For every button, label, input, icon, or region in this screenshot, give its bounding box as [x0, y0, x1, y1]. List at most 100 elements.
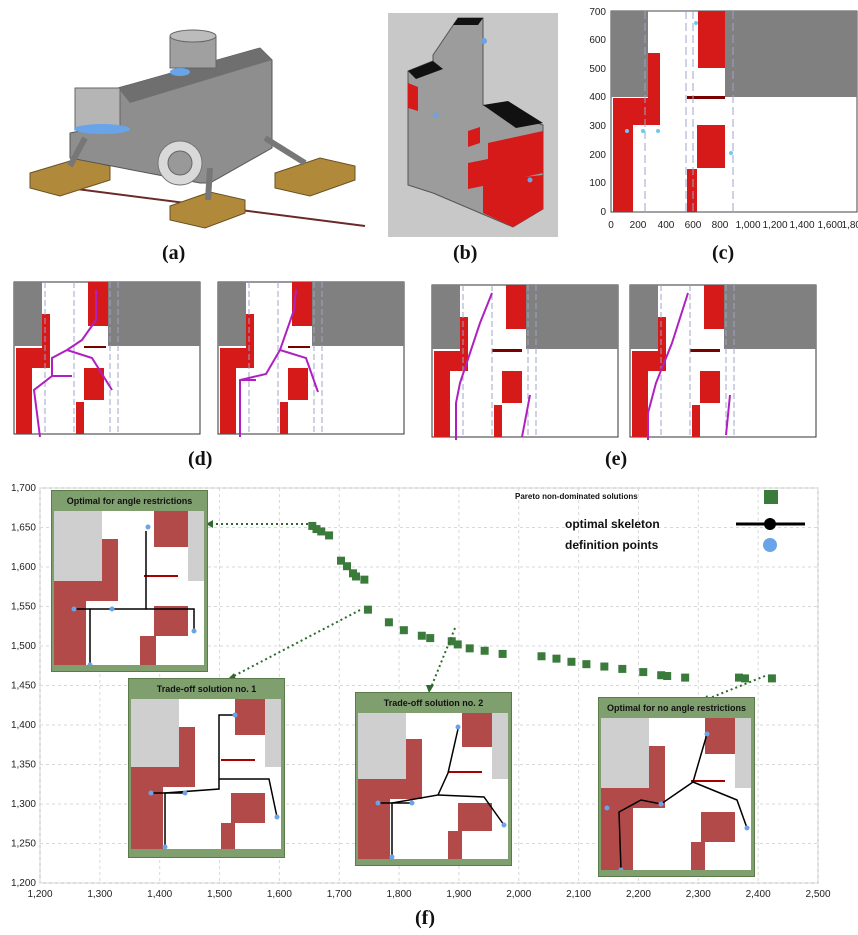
pareto-point [308, 521, 317, 530]
caption-a: (a) [162, 242, 186, 264]
panel-c-ytick: 200 [589, 150, 606, 161]
x-tick-label: 2,500 [805, 889, 830, 900]
inset-no-angle-restrictions: Optimal for no angle restrictions [598, 697, 755, 877]
y-tick-label: 1,300 [11, 799, 36, 810]
panel-c-ytick: 700 [589, 7, 606, 18]
legend-skeleton-label: optimal skeleton [565, 517, 660, 531]
pareto-point [618, 664, 627, 673]
x-tick-label: 1,500 [207, 889, 232, 900]
panel-c-xtick: 400 [658, 220, 675, 231]
pareto-point [317, 527, 326, 536]
pareto-point [325, 531, 334, 540]
pareto-point [343, 562, 352, 571]
x-tick-label: 1,200 [27, 889, 52, 900]
panel-e-layout-2 [629, 284, 817, 440]
pareto-point [498, 649, 507, 658]
x-tick-label: 2,100 [566, 889, 591, 900]
pareto-point [552, 654, 561, 663]
x-tick-label: 1,600 [267, 889, 292, 900]
panel-c-xtick: 600 [685, 220, 702, 231]
panel-c-xtick: 0 [608, 220, 614, 231]
legend-points-label: definition points [565, 538, 659, 552]
y-axis-ticks: 1,200 1,250 1,300 1,350 1,400 1,450 1,500 1,550… [11, 483, 36, 889]
panel-c-xtick: 1,600 [817, 220, 842, 231]
pareto-point [740, 674, 749, 683]
panel-a-3d-model [29, 29, 366, 229]
inset-tradeoff2-title: Trade-off solution no. 2 [356, 693, 511, 713]
pareto-point [663, 672, 672, 681]
panel-c-xtick: 1,800 [841, 220, 858, 231]
panel-c-xtick: 1,000 [735, 220, 760, 231]
legend-pareto-marker [764, 490, 778, 504]
y-tick-label: 1,200 [11, 878, 36, 889]
inset-tradeoff1-layout [131, 699, 281, 849]
panel-c-xtick: 1,200 [762, 220, 787, 231]
inset-angle-title: Optimal for angle restrictions [52, 491, 207, 511]
x-tick-label: 2,300 [686, 889, 711, 900]
caption-f: (f) [415, 907, 435, 929]
panel-c-ytick: 0 [600, 207, 606, 218]
pareto-point [447, 637, 456, 646]
pareto-point [537, 652, 546, 661]
pareto-point [417, 631, 426, 640]
pareto-point [384, 618, 393, 627]
pareto-points [308, 521, 776, 683]
pareto-point [639, 668, 648, 677]
pareto-point [399, 626, 408, 635]
y-tick-label: 1,500 [11, 641, 36, 652]
x-tick-label: 2,000 [506, 889, 531, 900]
x-axis-ticks: 1,200 1,300 1,400 1,500 1,600 1,700 1,800 1,900… [27, 889, 830, 900]
panel-c-ytick: 300 [589, 121, 606, 132]
panel-c-ytick: 400 [589, 92, 606, 103]
pareto-point [453, 640, 462, 649]
pareto-point [681, 673, 690, 682]
legend-skeleton-marker [764, 518, 776, 530]
x-tick-label: 1,700 [327, 889, 352, 900]
pareto-point [465, 644, 474, 653]
y-tick-label: 1,450 [11, 681, 36, 692]
pareto-point [360, 575, 369, 584]
inset-noangle-title: Optimal for no angle restrictions [599, 698, 754, 718]
inset-noangle-layout [601, 718, 751, 870]
panel-d-layout-1 [13, 281, 201, 437]
panel-e-layout-1 [431, 284, 619, 440]
y-tick-label: 1,400 [11, 720, 36, 731]
y-tick-label: 1,600 [11, 562, 36, 573]
panel-b-3d-block [407, 17, 544, 228]
pareto-point [767, 674, 776, 683]
inset-tradeoff1-title: Trade-off solution no. 1 [129, 679, 284, 699]
pareto-point [426, 634, 435, 643]
panel-c-layout-plot: 0 100 200 300 400 500 600 700 0 200 400 … [589, 7, 858, 231]
inset-tradeoff2-layout [358, 713, 508, 859]
panel-c-xtick: 800 [712, 220, 729, 231]
pareto-point [363, 605, 372, 614]
x-tick-label: 1,800 [387, 889, 412, 900]
y-tick-label: 1,700 [11, 483, 36, 494]
panel-c-ytick: 100 [589, 178, 606, 189]
y-tick-label: 1,650 [11, 523, 36, 534]
y-tick-label: 1,550 [11, 602, 36, 613]
y-tick-label: 1,350 [11, 760, 36, 771]
pareto-point [657, 671, 666, 680]
inset-angle-layout [54, 511, 204, 665]
arrow-to-noangle-inset [704, 675, 766, 701]
x-tick-label: 1,300 [87, 889, 112, 900]
x-tick-label: 2,200 [626, 889, 651, 900]
inset-angle-restrictions: Optimal for angle restrictions [51, 490, 208, 672]
panel-d-layout-2 [217, 281, 405, 437]
caption-c: (c) [712, 242, 735, 264]
pareto-point [337, 556, 346, 565]
pareto-point [582, 660, 591, 669]
panel-c-ytick: 600 [589, 35, 606, 46]
caption-b: (b) [453, 242, 478, 264]
inset-tradeoff-2: Trade-off solution no. 2 [355, 692, 512, 866]
legend-points-marker [763, 538, 777, 552]
pareto-point [735, 673, 744, 682]
pareto-point [351, 572, 360, 581]
panel-c-ytick: 500 [589, 64, 606, 75]
x-tick-label: 2,400 [746, 889, 771, 900]
x-tick-label: 1,400 [147, 889, 172, 900]
panel-c-xtick: 200 [630, 220, 647, 231]
legend-pareto-label: Pareto non-dominated solutions [515, 492, 638, 501]
arrow-to-tradeoff2-inset [429, 627, 456, 691]
